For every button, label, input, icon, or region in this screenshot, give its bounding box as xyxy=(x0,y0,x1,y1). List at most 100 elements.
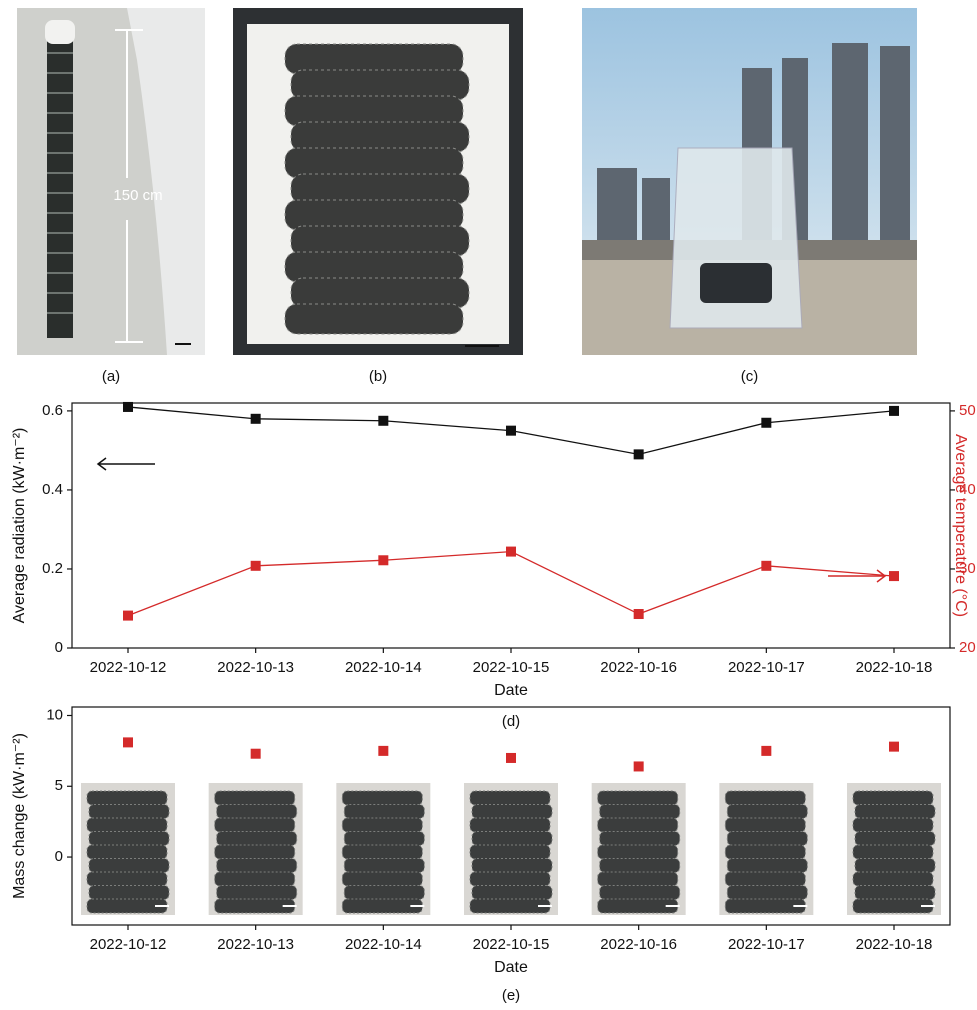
mesh-roll xyxy=(727,859,807,873)
y-tick-label: 0 xyxy=(55,639,63,656)
y2-tick-label: 20 xyxy=(959,639,976,656)
marker xyxy=(761,418,771,428)
marker xyxy=(634,449,644,459)
mesh-roll xyxy=(853,872,933,886)
mesh-roll xyxy=(855,886,935,900)
mesh-roll xyxy=(725,818,805,832)
mesh-roll xyxy=(472,859,552,873)
y-axis-label: Average radiation (kW·m⁻²) xyxy=(11,428,28,624)
x-axis-label: Date xyxy=(494,682,528,699)
mesh-roll xyxy=(598,872,678,886)
y-tick-label: 10 xyxy=(46,706,63,723)
x-tick-label: 2022-10-16 xyxy=(600,936,677,953)
mesh-roll xyxy=(853,818,933,832)
mesh-roll xyxy=(87,872,167,886)
mesh-roll xyxy=(342,872,422,886)
marker xyxy=(889,406,899,416)
marker xyxy=(761,561,771,571)
mesh-roll xyxy=(344,859,424,873)
x-tick-label: 2022-10-12 xyxy=(90,659,167,676)
marker xyxy=(251,561,261,571)
mesh-roll xyxy=(727,886,807,900)
marker xyxy=(889,742,899,752)
mesh-roll xyxy=(344,832,424,846)
mesh-roll xyxy=(470,872,550,886)
figure: 150 cm(a)(b)(c)00.20.40.6Average radiati… xyxy=(0,0,977,1010)
mesh-roll xyxy=(217,886,297,900)
mesh-roll xyxy=(853,791,933,805)
mesh-roll xyxy=(600,805,680,819)
y-tick-label: 0.4 xyxy=(42,481,63,498)
mesh-roll xyxy=(598,845,678,859)
x-tick-label: 2022-10-14 xyxy=(345,659,422,676)
marker xyxy=(506,547,516,557)
mesh-roll xyxy=(855,832,935,846)
mesh-roll xyxy=(470,818,550,832)
mesh-roll xyxy=(472,886,552,900)
x-axis-label: Date xyxy=(494,959,528,976)
mesh-roll xyxy=(215,791,295,805)
y2-axis-label: Average temperature (°C) xyxy=(952,434,969,617)
x-tick-label: 2022-10-13 xyxy=(217,936,294,953)
x-tick-label: 2022-10-13 xyxy=(217,659,294,676)
mesh-roll xyxy=(87,791,167,805)
mesh-roll xyxy=(470,845,550,859)
y-tick-label: 0.6 xyxy=(42,402,63,419)
plot-frame xyxy=(72,403,950,648)
marker xyxy=(123,611,133,621)
x-tick-label: 2022-10-17 xyxy=(728,936,805,953)
mesh-roll xyxy=(215,818,295,832)
hand xyxy=(45,20,75,44)
mesh-roll xyxy=(344,886,424,900)
y-axis-label: Mass change (kW·m⁻²) xyxy=(11,733,28,899)
mesh-roll xyxy=(598,791,678,805)
mesh-roll xyxy=(215,872,295,886)
marker xyxy=(378,416,388,426)
marker xyxy=(634,609,644,619)
mesh-roll xyxy=(217,832,297,846)
marker xyxy=(123,737,133,747)
mesh-roll xyxy=(600,886,680,900)
y2-tick-label: 50 xyxy=(959,402,976,419)
mesh-roll xyxy=(855,805,935,819)
x-tick-label: 2022-10-16 xyxy=(600,659,677,676)
mesh-roll xyxy=(285,304,463,334)
mesh-roll xyxy=(344,805,424,819)
mesh-roll xyxy=(725,791,805,805)
mesh-roll xyxy=(472,832,552,846)
caption: (d) xyxy=(502,713,520,730)
mesh-roll xyxy=(342,818,422,832)
mesh-roll xyxy=(87,818,167,832)
marker xyxy=(251,414,261,424)
marker xyxy=(506,426,516,436)
caption: (e) xyxy=(502,987,520,1004)
mesh-roll xyxy=(725,845,805,859)
mesh-roll xyxy=(217,805,297,819)
mesh-roll xyxy=(727,805,807,819)
annotation: 150 cm xyxy=(113,187,162,204)
marker xyxy=(123,402,133,412)
mesh-roll xyxy=(342,791,422,805)
marker xyxy=(378,746,388,756)
mesh-roll xyxy=(89,805,169,819)
y-tick-label: 0.2 xyxy=(42,560,63,577)
marker xyxy=(378,555,388,565)
x-tick-label: 2022-10-17 xyxy=(728,659,805,676)
panel-label: (b) xyxy=(369,368,387,385)
y-tick-label: 0 xyxy=(55,848,63,865)
marker xyxy=(889,571,899,581)
marker xyxy=(634,761,644,771)
x-tick-label: 2022-10-12 xyxy=(90,936,167,953)
mesh-roll xyxy=(600,859,680,873)
mesh-roll xyxy=(853,845,933,859)
mesh-roll xyxy=(89,832,169,846)
mesh-roll xyxy=(470,791,550,805)
mesh-roll xyxy=(727,832,807,846)
x-tick-label: 2022-10-14 xyxy=(345,936,422,953)
mesh-roll xyxy=(600,832,680,846)
mesh-roll xyxy=(598,818,678,832)
device-sample xyxy=(700,263,772,303)
mesh-roll xyxy=(472,805,552,819)
mesh-roll xyxy=(215,845,295,859)
x-tick-label: 2022-10-18 xyxy=(856,936,933,953)
